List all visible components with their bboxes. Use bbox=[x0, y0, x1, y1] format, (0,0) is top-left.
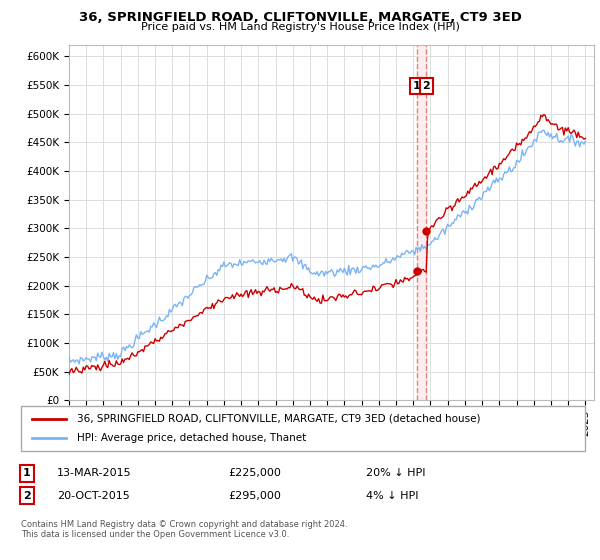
Text: 1: 1 bbox=[23, 468, 31, 478]
Text: 2: 2 bbox=[422, 81, 430, 91]
Text: £295,000: £295,000 bbox=[228, 491, 281, 501]
Text: 13-MAR-2015: 13-MAR-2015 bbox=[57, 468, 131, 478]
Text: Price paid vs. HM Land Registry's House Price Index (HPI): Price paid vs. HM Land Registry's House … bbox=[140, 22, 460, 32]
Text: 36, SPRINGFIELD ROAD, CLIFTONVILLE, MARGATE, CT9 3ED (detached house): 36, SPRINGFIELD ROAD, CLIFTONVILLE, MARG… bbox=[77, 413, 481, 423]
Text: 2: 2 bbox=[23, 491, 31, 501]
Text: 20% ↓ HPI: 20% ↓ HPI bbox=[366, 468, 425, 478]
Bar bbox=[417, 45, 426, 400]
FancyBboxPatch shape bbox=[21, 406, 585, 451]
Text: HPI: Average price, detached house, Thanet: HPI: Average price, detached house, Than… bbox=[77, 433, 307, 444]
Text: Contains HM Land Registry data © Crown copyright and database right 2024.
This d: Contains HM Land Registry data © Crown c… bbox=[21, 520, 347, 539]
Text: 1: 1 bbox=[413, 81, 421, 91]
Text: 36, SPRINGFIELD ROAD, CLIFTONVILLE, MARGATE, CT9 3ED: 36, SPRINGFIELD ROAD, CLIFTONVILLE, MARG… bbox=[79, 11, 521, 24]
Text: 20-OCT-2015: 20-OCT-2015 bbox=[57, 491, 130, 501]
Text: 4% ↓ HPI: 4% ↓ HPI bbox=[366, 491, 419, 501]
Text: £225,000: £225,000 bbox=[228, 468, 281, 478]
